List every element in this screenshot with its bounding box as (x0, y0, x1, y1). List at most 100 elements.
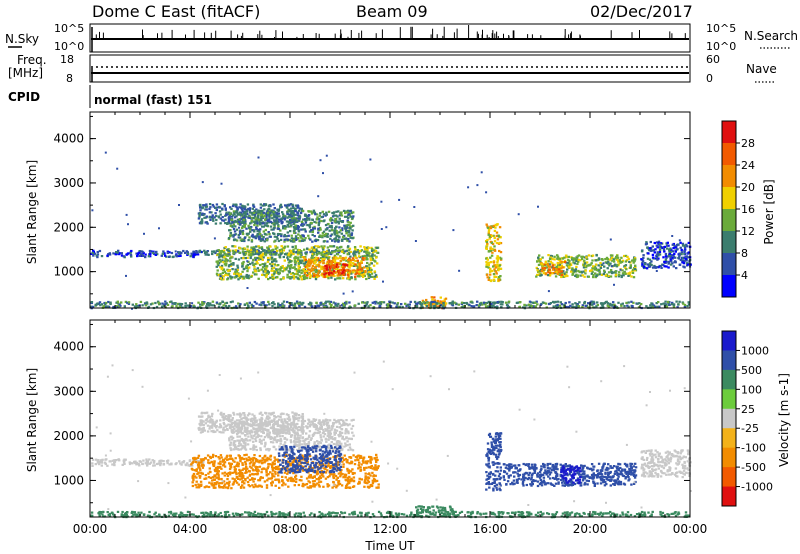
data-cell (417, 301, 420, 304)
data-cell (244, 266, 248, 269)
data-cell (552, 266, 555, 269)
data-cell (135, 461, 138, 464)
data-cell (257, 245, 260, 248)
data-cell (245, 210, 249, 213)
data-cell (317, 257, 320, 260)
data-cell (598, 271, 601, 274)
data-cell (238, 236, 242, 239)
data-cell (310, 302, 313, 305)
data-cell (281, 213, 285, 216)
data-cell (303, 239, 306, 242)
power-data (90, 151, 692, 310)
data-cell (312, 250, 315, 253)
data-cell (230, 438, 234, 441)
data-cell (560, 273, 563, 276)
data-cell (323, 257, 326, 261)
data-cell (218, 205, 221, 209)
data-cell (144, 256, 147, 259)
data-cell (180, 303, 183, 306)
data-cell (117, 458, 120, 461)
data-cell (191, 302, 194, 305)
data-cell (245, 232, 249, 235)
data-cell (129, 461, 132, 465)
data-cell (349, 210, 352, 213)
data-cell (287, 253, 290, 257)
data-cell (268, 303, 271, 306)
data-cell (681, 256, 685, 259)
data-cell (205, 411, 209, 414)
data-cell (280, 418, 283, 421)
data-cell (100, 461, 103, 464)
data-cell (328, 268, 332, 271)
data-cell (539, 274, 542, 277)
data-cell (229, 420, 232, 423)
data-cell (571, 305, 574, 308)
data-cell (285, 266, 289, 269)
data-cell (326, 419, 329, 422)
data-cell (607, 305, 611, 308)
data-cell (170, 300, 173, 303)
data-cell (640, 303, 643, 306)
data-cell (348, 230, 351, 233)
data-cell (355, 264, 359, 267)
data-cell (234, 305, 238, 308)
data-cell (227, 265, 231, 268)
data-cell (328, 434, 332, 437)
data-cell (321, 247, 324, 250)
data-cell (332, 306, 336, 309)
data-cell (568, 260, 571, 263)
data-cell (371, 258, 374, 261)
data-cell (567, 255, 570, 258)
data-cell (304, 261, 308, 264)
data-cell (249, 211, 252, 214)
data-cell (96, 461, 100, 464)
data-cell (223, 252, 226, 255)
data-cell (669, 256, 672, 259)
data-cell (332, 270, 336, 273)
data-cell (555, 265, 558, 268)
data-cell (540, 262, 543, 266)
data-cell (311, 240, 314, 243)
data-cell (629, 271, 632, 274)
data-cell (221, 271, 225, 274)
data-cell (325, 262, 328, 265)
data-cell (253, 209, 257, 212)
data-cell (686, 256, 690, 259)
data-cell (91, 305, 95, 308)
data-cell (310, 221, 313, 225)
data-cell (376, 251, 379, 254)
data-cell (293, 221, 297, 224)
data-cell (320, 216, 323, 219)
data-cell (294, 268, 298, 271)
data-cell (243, 426, 247, 429)
data-cell (234, 271, 237, 274)
data-cell (361, 266, 364, 270)
data-cell (345, 215, 349, 218)
data-cell (668, 254, 671, 258)
data-cell (293, 216, 296, 220)
data-cell (204, 221, 207, 224)
data-cell (642, 256, 645, 259)
data-cell (575, 304, 578, 307)
data-cell (312, 274, 316, 278)
data-cell (230, 207, 233, 210)
data-cell (244, 208, 247, 211)
data-cell (649, 262, 652, 265)
data-cell (563, 259, 567, 262)
data-cell (486, 226, 490, 229)
data-cell (298, 269, 301, 272)
data-cell (242, 257, 245, 260)
data-cell (287, 261, 291, 264)
data-cell (576, 262, 579, 265)
data-cell (365, 277, 368, 281)
data-cell (248, 209, 251, 212)
data-cell (487, 231, 490, 234)
data-cell (347, 231, 351, 234)
data-cell (260, 214, 263, 217)
data-cell (279, 250, 282, 253)
data-cell (255, 227, 258, 230)
data-cell (433, 296, 436, 299)
data-cell (568, 266, 571, 269)
data-cell (256, 230, 259, 233)
data-cell (315, 258, 319, 262)
